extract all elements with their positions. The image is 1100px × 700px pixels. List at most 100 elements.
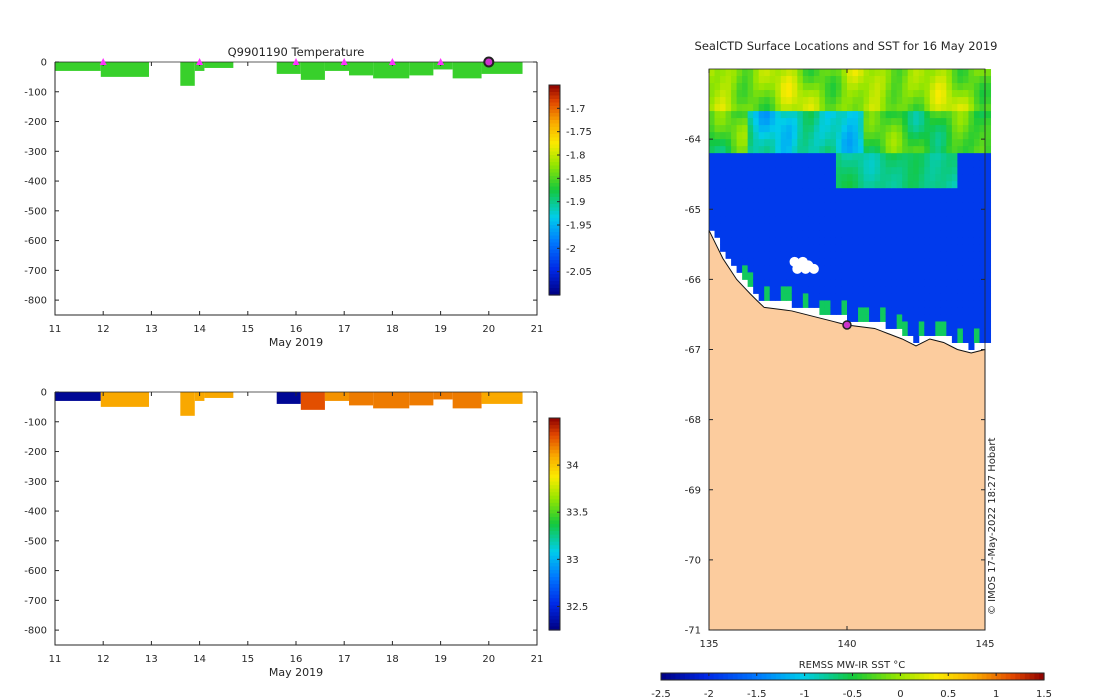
sst-cell [736, 111, 743, 119]
colorbar-cell [549, 162, 560, 167]
sst-cell [907, 258, 914, 266]
sst-cell [824, 174, 831, 182]
sst-cell [764, 209, 771, 217]
sst-cell [973, 181, 980, 189]
sst-cell [791, 174, 798, 182]
sst-cell [764, 230, 771, 238]
sst-cell [929, 244, 936, 252]
sst-cell [858, 209, 865, 217]
sst-cell [725, 160, 732, 168]
sst-cell [824, 272, 831, 280]
sst-cell [951, 160, 958, 168]
sst-cell [907, 118, 914, 126]
sst-cell [813, 97, 820, 105]
sst-cell [819, 111, 826, 119]
sst-cell [968, 209, 975, 217]
colorbar-cell [549, 534, 560, 539]
sst-cell [951, 209, 958, 217]
sst-cell [824, 251, 831, 259]
sst-cell [951, 314, 958, 322]
sst-cell [847, 230, 854, 238]
sst-cell [786, 279, 793, 287]
sst-cell [753, 230, 760, 238]
sst-cell [951, 202, 958, 210]
sst-cell [742, 76, 749, 84]
sst-cell [891, 181, 898, 189]
sst-cell [747, 76, 754, 84]
sst-cell [924, 132, 931, 140]
sst-cell [918, 181, 925, 189]
sst-cell [753, 202, 760, 210]
y-tick-label: -100 [24, 87, 47, 98]
sst-cell [935, 125, 942, 133]
sst-cell [957, 153, 964, 161]
sst-cell [918, 244, 925, 252]
sst-cell [885, 216, 892, 224]
sst-cell [841, 90, 848, 98]
sst-cell [896, 132, 903, 140]
sst-cell [797, 160, 804, 168]
sst-cell [764, 146, 771, 154]
sst-cell [786, 272, 793, 280]
sst-cell [885, 167, 892, 175]
sst-cell [863, 300, 870, 308]
sst-cell [830, 174, 837, 182]
colorbar-cell [549, 263, 560, 268]
sst-cell [742, 195, 749, 203]
sst-cell [852, 160, 859, 168]
sst-cell [874, 223, 881, 231]
sst-cell [819, 83, 826, 91]
colorbar-cell [549, 463, 560, 469]
colorbar-cell [549, 281, 560, 286]
sst-cell [841, 69, 848, 77]
sst-cell [858, 251, 865, 259]
sst-cell [929, 202, 936, 210]
sst-cell [791, 132, 798, 140]
sst-cell [858, 167, 865, 175]
sst-colorbar-cell [804, 673, 811, 680]
sst-cell [985, 286, 992, 294]
sst-cell [918, 279, 925, 287]
sst-cell [885, 293, 892, 301]
x-tick-label: 20 [482, 324, 495, 335]
sst-cell [725, 83, 732, 91]
colorbar-cell [549, 545, 560, 550]
sst-cell [830, 111, 837, 119]
sst-cell [808, 209, 815, 217]
sst-cell [813, 76, 820, 84]
sst-cell [907, 216, 914, 224]
sst-cell [907, 300, 914, 308]
sst-cell [880, 265, 887, 273]
sst-cell [731, 83, 738, 91]
sst-cell [896, 216, 903, 224]
sst-colorbar-cell [723, 673, 729, 680]
sst-cell [847, 83, 854, 91]
sst-cell [714, 111, 721, 119]
sst-cell [929, 237, 936, 245]
sst-cell [852, 202, 859, 210]
sst-cell [896, 153, 903, 161]
sst-cell [709, 97, 716, 105]
sst-cell [753, 209, 760, 217]
sst-colorbar-cell [747, 673, 753, 680]
x-tick-label: 20 [482, 654, 495, 665]
sst-cell [907, 272, 914, 280]
sst-cell [940, 181, 947, 189]
sst-cell [913, 118, 920, 126]
profile-marker [388, 58, 396, 65]
sst-cell [813, 293, 820, 301]
sst-cell [885, 132, 892, 140]
sst-cell [863, 202, 870, 210]
sst-cell [935, 328, 942, 336]
sst-cell [863, 132, 870, 140]
sst-cell [709, 118, 716, 126]
x-tick-label: 12 [97, 654, 110, 665]
colorbar-cell [549, 446, 560, 451]
sst-cell [863, 237, 870, 245]
sst-cell [918, 167, 925, 175]
sst-cell [946, 160, 953, 168]
sst-cell [813, 251, 820, 259]
sst-cell [786, 125, 793, 133]
sst-cell [880, 209, 887, 217]
sst-cell [946, 104, 953, 112]
